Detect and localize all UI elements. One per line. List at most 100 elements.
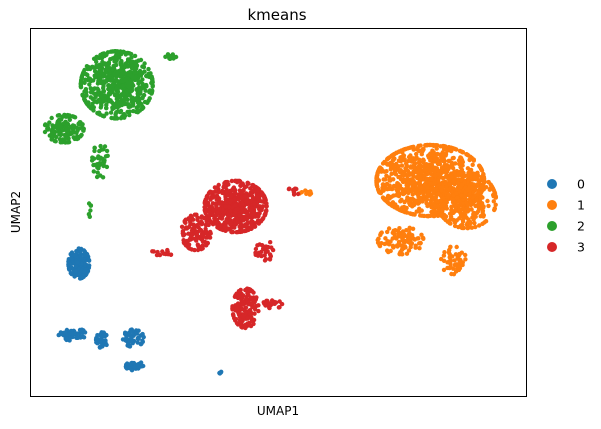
scatter-point-cluster-1 (408, 171, 413, 176)
scatter-point-cluster-1 (435, 199, 440, 204)
scatter-point-cluster-3 (251, 196, 256, 201)
scatter-point-cluster-1 (459, 250, 464, 255)
scatter-point-cluster-1 (450, 200, 456, 205)
scatter-point-cluster-2 (95, 170, 100, 175)
scatter-point-cluster-3 (249, 206, 254, 211)
scatter-point-cluster-3 (187, 217, 192, 223)
scatter-point-cluster-1 (412, 188, 417, 193)
scatter-point-cluster-1 (457, 207, 463, 213)
scatter-point-cluster-0 (81, 248, 87, 253)
scatter-point-cluster-3 (241, 187, 246, 193)
scatter-point-cluster-3 (256, 303, 261, 308)
scatter-point-cluster-1 (388, 239, 393, 244)
scatter-point-cluster-2 (97, 148, 102, 154)
scatter-point-cluster-3 (199, 237, 205, 242)
scatter-point-cluster-1 (472, 220, 477, 226)
y-axis-label: UMAP2 (9, 191, 23, 233)
scatter-point-cluster-2 (94, 54, 99, 60)
scatter-point-cluster-1 (413, 157, 418, 162)
scatter-point-cluster-3 (243, 224, 249, 229)
scatter-point-cluster-1 (418, 163, 424, 169)
scatter-point-cluster-0 (95, 333, 100, 338)
scatter-point-cluster-3 (203, 211, 208, 216)
scatter-point-cluster-3 (267, 252, 273, 257)
scatter-point-cluster-2 (132, 53, 138, 59)
scatter-point-cluster-1 (465, 206, 470, 211)
scatter-point-cluster-1 (454, 191, 459, 196)
scatter-point-cluster-1 (396, 164, 401, 169)
scatter-point-cluster-1 (440, 143, 446, 149)
scatter-point-cluster-1 (469, 174, 474, 180)
scatter-point-cluster-2 (117, 55, 122, 60)
scatter-point-cluster-3 (251, 317, 257, 323)
scatter-point-cluster-1 (381, 177, 386, 182)
scatter-point-cluster-3 (248, 311, 253, 317)
scatter-point-cluster-3 (209, 205, 215, 210)
scatter-point-cluster-3 (266, 244, 271, 250)
scatter-point-cluster-2 (129, 51, 134, 57)
scatter-point-cluster-1 (403, 146, 409, 152)
scatter-point-cluster-1 (377, 242, 382, 248)
scatter-point-cluster-3 (220, 190, 225, 196)
scatter-point-cluster-2 (101, 163, 106, 169)
scatter-point-cluster-1 (452, 146, 458, 152)
scatter-point-cluster-0 (128, 327, 133, 333)
scatter-point-cluster-3 (253, 246, 259, 252)
scatter-point-cluster-3 (245, 212, 250, 217)
scatter-point-cluster-2 (89, 88, 94, 93)
scatter-point-cluster-1 (402, 244, 408, 249)
scatter-point-cluster-3 (259, 253, 264, 259)
scatter-point-cluster-1 (409, 181, 414, 186)
scatter-point-cluster-1 (391, 183, 397, 189)
scatter-point-cluster-0 (127, 331, 132, 337)
scatter-point-cluster-2 (96, 154, 101, 159)
scatter-point-cluster-3 (251, 211, 256, 216)
scatter-point-cluster-1 (417, 157, 422, 162)
scatter-point-cluster-1 (458, 213, 464, 219)
scatter-point-cluster-3 (163, 251, 168, 257)
scatter-point-cluster-1 (404, 163, 409, 168)
scatter-point-cluster-1 (404, 197, 409, 203)
scatter-point-cluster-1 (451, 155, 456, 161)
scatter-point-cluster-1 (429, 177, 434, 182)
scatter-point-cluster-1 (449, 160, 455, 166)
scatter-point-cluster-3 (250, 219, 255, 224)
scatter-point-cluster-1 (467, 191, 472, 196)
scatter-point-cluster-2 (141, 92, 147, 98)
scatter-point-cluster-1 (449, 271, 454, 277)
scatter-point-cluster-1 (460, 159, 465, 165)
scatter-point-cluster-1 (410, 211, 415, 217)
scatter-point-cluster-3 (262, 244, 267, 249)
scatter-point-cluster-2 (124, 88, 129, 94)
scatter-point-cluster-3 (232, 178, 238, 184)
scatter-point-cluster-2 (110, 67, 115, 72)
chart-title: kmeans (247, 6, 306, 24)
scatter-point-cluster-1 (456, 198, 462, 204)
scatter-point-cluster-1 (447, 251, 452, 257)
scatter-point-cluster-2 (101, 73, 107, 79)
scatter-point-cluster-1 (435, 191, 441, 197)
scatter-point-cluster-1 (415, 236, 420, 241)
scatter-point-cluster-1 (443, 151, 449, 157)
scatter-point-cluster-1 (418, 213, 423, 218)
scatter-point-cluster-3 (206, 222, 211, 228)
scatter-point-cluster-3 (232, 203, 238, 208)
scatter-point-cluster-1 (452, 169, 457, 174)
scatter-point-cluster-3 (229, 229, 234, 235)
scatter-point-cluster-0 (123, 330, 128, 335)
scatter-point-cluster-2 (93, 75, 98, 80)
scatter-point-cluster-1 (446, 158, 451, 164)
scatter-point-cluster-0 (93, 337, 99, 343)
scatter-point-cluster-1 (386, 249, 391, 255)
scatter-point-cluster-3 (200, 243, 205, 248)
scatter-point-cluster-3 (252, 224, 257, 229)
scatter-point-cluster-0 (134, 331, 139, 336)
scatter-point-cluster-2 (138, 89, 143, 95)
scatter-point-cluster-2 (119, 65, 125, 70)
scatter-point-cluster-2 (42, 129, 48, 135)
scatter-point-cluster-1 (491, 187, 496, 193)
scatter-point-cluster-1 (396, 239, 402, 245)
scatter-point-cluster-2 (89, 158, 95, 163)
scatter-point-cluster-1 (398, 207, 403, 213)
scatter-point-cluster-3 (263, 250, 269, 255)
